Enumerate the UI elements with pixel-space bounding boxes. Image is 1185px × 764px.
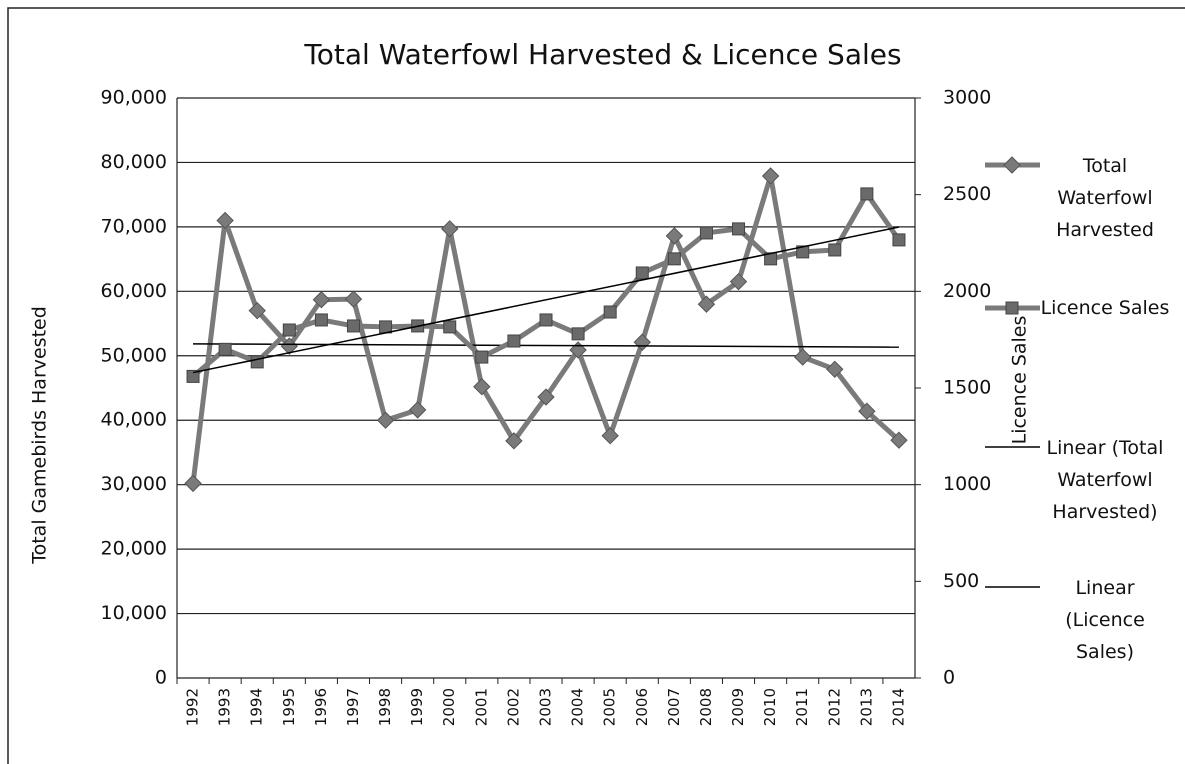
point: [312, 291, 331, 309]
point: [376, 411, 395, 429]
chart-title: Total Waterfowl Harvested & Licence Sale…: [303, 38, 901, 71]
x-tick-label: 1993: [216, 688, 234, 726]
point: [603, 305, 617, 319]
x-tick-label: 2003: [537, 688, 555, 726]
series-line: [190, 173, 901, 484]
x-tick-label: 1995: [280, 688, 298, 726]
point: [314, 313, 328, 327]
x-tick-label: 2001: [472, 688, 490, 726]
point: [1003, 156, 1021, 174]
y2-tick-label: 2000: [943, 280, 991, 302]
point: [186, 369, 200, 383]
x-tick-label: 2004: [569, 688, 587, 726]
point: [505, 432, 523, 450]
point: [537, 388, 555, 406]
point: [507, 334, 521, 348]
x-tick-label: 2007: [665, 688, 683, 726]
x-tick-label: 1999: [408, 688, 426, 726]
point: [635, 266, 649, 280]
point: [697, 295, 716, 313]
point: [601, 426, 619, 445]
series-line: [191, 191, 902, 379]
x-tick-label: 2005: [601, 688, 619, 726]
y-tick-label: 10,000: [101, 602, 167, 624]
x-tick-label: 2013: [857, 688, 875, 726]
point: [890, 431, 908, 449]
point: [732, 222, 746, 236]
y2-tick-label: 3000: [943, 87, 991, 109]
x-tick-label: 2012: [825, 688, 843, 726]
x-tick-label: 2002: [504, 688, 522, 726]
point: [346, 319, 360, 333]
y2-tick-label: 1000: [943, 473, 991, 495]
x-tick-label: 2014: [889, 688, 907, 726]
point: [379, 320, 393, 334]
x-tick-label: 2006: [633, 688, 651, 726]
x-tick-label: 1992: [184, 688, 202, 726]
point: [248, 301, 266, 320]
point: [796, 245, 810, 259]
point: [216, 211, 234, 230]
point: [892, 233, 906, 247]
point: [282, 323, 296, 337]
point: [408, 401, 427, 419]
trendline: [193, 343, 899, 348]
y2-tick-label: 0: [943, 667, 955, 689]
point: [344, 290, 363, 308]
legend-label: Licence Sales: [1040, 297, 1170, 319]
y2-axis-label: Licence Sales: [1009, 316, 1031, 445]
point: [539, 313, 553, 327]
x-tick-label: 1996: [312, 688, 330, 726]
y-tick-label: 80,000: [101, 151, 167, 173]
legend-label: Linear (Total Waterfowl Harvested): [1046, 437, 1164, 523]
y-tick-label: 0: [155, 667, 167, 689]
x-tick-label: 1994: [248, 688, 266, 726]
y-tick-label: 70,000: [101, 215, 167, 237]
point: [860, 187, 874, 201]
point: [473, 378, 491, 396]
point: [443, 320, 457, 334]
point: [184, 474, 202, 493]
point: [475, 350, 489, 364]
point: [699, 226, 713, 240]
point: [280, 337, 299, 355]
x-tick-label: 1997: [344, 688, 362, 726]
y-tick-label: 30,000: [101, 473, 167, 495]
point: [218, 342, 232, 356]
y-tick-label: 40,000: [101, 409, 167, 431]
legend-label: Total Waterfowl Harvested: [1056, 155, 1154, 241]
x-tick-label: 2009: [729, 688, 747, 726]
y-tick-label: 90,000: [101, 87, 167, 109]
y-tick-label: 20,000: [101, 538, 167, 560]
point: [571, 327, 585, 341]
point: [826, 360, 844, 379]
trendline: [192, 226, 900, 374]
x-tick-label: 2011: [793, 688, 811, 726]
y-axis-label: Total Gamebirds Harvested: [29, 306, 51, 565]
point: [761, 167, 780, 185]
point: [828, 243, 842, 257]
y-tick-label: 50,000: [101, 344, 167, 366]
x-tick-label: 2010: [761, 688, 779, 726]
y-tick-label: 60,000: [101, 280, 167, 302]
point: [729, 272, 748, 291]
point: [858, 402, 876, 420]
point: [250, 355, 264, 369]
point: [665, 227, 684, 245]
point: [441, 220, 459, 238]
point: [667, 252, 681, 266]
y2-tick-label: 1500: [943, 377, 991, 399]
y2-tick-label: 2500: [943, 183, 991, 205]
point: [633, 333, 651, 351]
point: [1005, 301, 1019, 315]
y2-tick-label: 500: [943, 570, 979, 592]
legend-label: Linear (Licence Sales): [1065, 577, 1145, 663]
x-tick-label: 1998: [376, 688, 394, 726]
x-tick-label: 2000: [440, 688, 458, 726]
frame: [7, 7, 1185, 764]
x-tick-label: 2008: [697, 688, 715, 726]
point: [793, 348, 812, 366]
